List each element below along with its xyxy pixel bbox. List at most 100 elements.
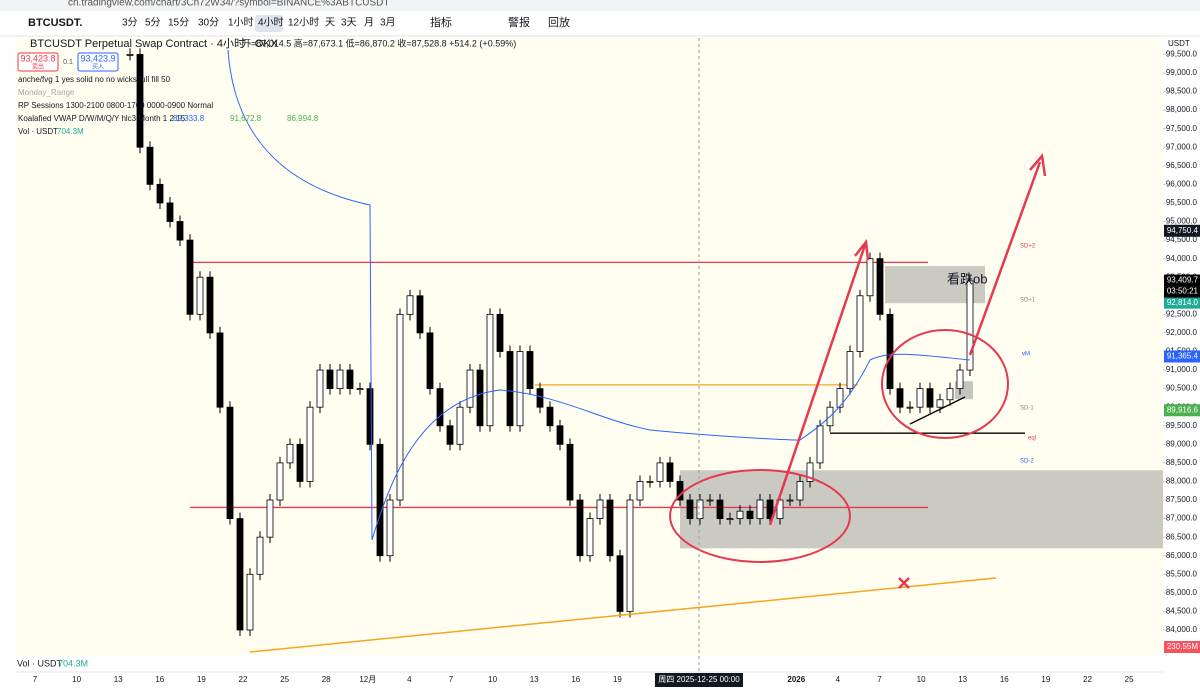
interval-button[interactable]: 3天 [341,18,357,29]
candle [636,481,644,501]
sell-label[interactable]: 卖出 [32,63,44,71]
currency[interactable]: USDT [1168,39,1190,48]
symbol[interactable]: BTCUSDT. [28,17,82,29]
candle [616,555,624,612]
candle [296,443,304,482]
candle [716,499,724,519]
volume-tag: 230.55M [1167,642,1198,651]
vwap-value: 86,994.8 [287,114,319,123]
candle [536,388,544,408]
support-line [909,396,966,425]
candle [526,351,534,390]
candle [796,481,804,501]
price-tick-label: 84,500.0 [1166,607,1198,616]
indicator-legend: anche/fvg 1 yes solid no no wicks full f… [18,75,171,84]
candle [866,258,874,297]
candle [586,518,594,557]
candle [366,388,374,445]
candle [626,499,634,612]
candle [376,443,384,557]
arrow [768,238,870,526]
candle [676,481,684,501]
candle [736,510,744,519]
candle [806,462,814,482]
circle-mark [669,469,851,563]
price-tick-label: 96,000.0 [1166,179,1198,188]
price-tick-label: 99,000.0 [1166,68,1198,77]
price-tick-label: 96,500.0 [1166,161,1198,170]
price-tick-label: 94,000.0 [1166,254,1198,263]
price-tag-label: 91,365.4 [1167,352,1199,361]
date-tick-label: 16 [1000,675,1009,684]
candle [756,499,764,519]
price-tag [1164,404,1200,417]
vwap-band-label: SD-1 [1020,406,1034,412]
quantity: 0.1 [63,59,73,66]
candle [416,295,424,334]
buy-price[interactable]: 93,423.9 [80,53,115,63]
price-tick-label: 97,000.0 [1166,142,1198,151]
replay-button[interactable]: 回放 [548,15,570,29]
date-tick-label: 10 [917,675,926,684]
active-interval-bg[interactable] [255,15,283,32]
buy-label[interactable]: 买入 [92,63,104,71]
candle [546,406,554,427]
interval-button[interactable]: 3分 [122,17,138,29]
indicators-button[interactable]: 指标 [430,15,452,29]
candle [876,258,884,315]
candle [326,369,334,390]
candle [476,369,484,427]
interval-button[interactable]: 30分 [198,17,219,29]
candle [946,388,954,401]
candle [236,518,244,631]
date-tick-label: 22 [239,675,248,684]
date-tick-label: 7 [877,675,882,684]
price-tag [1164,224,1200,237]
alerts-button[interactable]: 警报 [508,15,530,29]
candle [196,276,204,315]
date-tick-label: 4 [407,675,412,684]
toolbar [0,11,1200,36]
sell-button[interactable] [17,52,59,72]
candle [146,146,154,185]
candle [176,221,184,241]
interval-button[interactable]: 1小时 [228,17,254,29]
date-tick-label: 7 [449,675,454,684]
interval-button[interactable]: 3月 [380,17,396,29]
interval-button[interactable]: 天 [325,18,335,29]
price-tick-label: 85,500.0 [1166,569,1198,578]
buy-button[interactable] [77,52,119,72]
price-tick-label: 87,000.0 [1166,514,1198,523]
candle [816,425,824,464]
candle [286,443,294,464]
candle [356,388,364,391]
date-tick-label: 13 [530,675,539,684]
interval-button[interactable]: 12小时 [288,17,319,29]
interval-button[interactable]: 4小时 [258,17,284,29]
candle [406,295,414,315]
volume-legend: Vol · USDT [18,127,58,136]
candle [836,388,844,408]
candle [896,388,904,408]
legend-ohlc: 开=87,014.5 高=87,673.1 低=86,870.2 收=87,52… [242,37,516,48]
x-mark [898,577,910,589]
interval-button[interactable]: 15分 [168,17,189,29]
price-tick-label: 97,500.0 [1166,124,1198,133]
candle [786,499,794,502]
date-tick-label: 7 [33,675,38,684]
demand-zone [680,470,1163,549]
candle [776,499,784,519]
sell-price[interactable]: 93,423.8 [20,53,55,63]
candle [156,183,164,204]
price-tick-label: 89,500.0 [1166,421,1198,430]
price-tick-label: 85,000.0 [1166,588,1198,597]
date-tick-label: 19 [197,675,206,684]
candle [126,54,134,56]
interval-button[interactable]: 5分 [145,17,161,29]
vwap-band-label: SD+2 [1020,244,1036,250]
candle [916,388,924,408]
interval-button[interactable]: 月 [364,17,374,29]
date-tick-label: 13 [958,675,967,684]
price-tick-label: 90,500.0 [1166,384,1198,393]
